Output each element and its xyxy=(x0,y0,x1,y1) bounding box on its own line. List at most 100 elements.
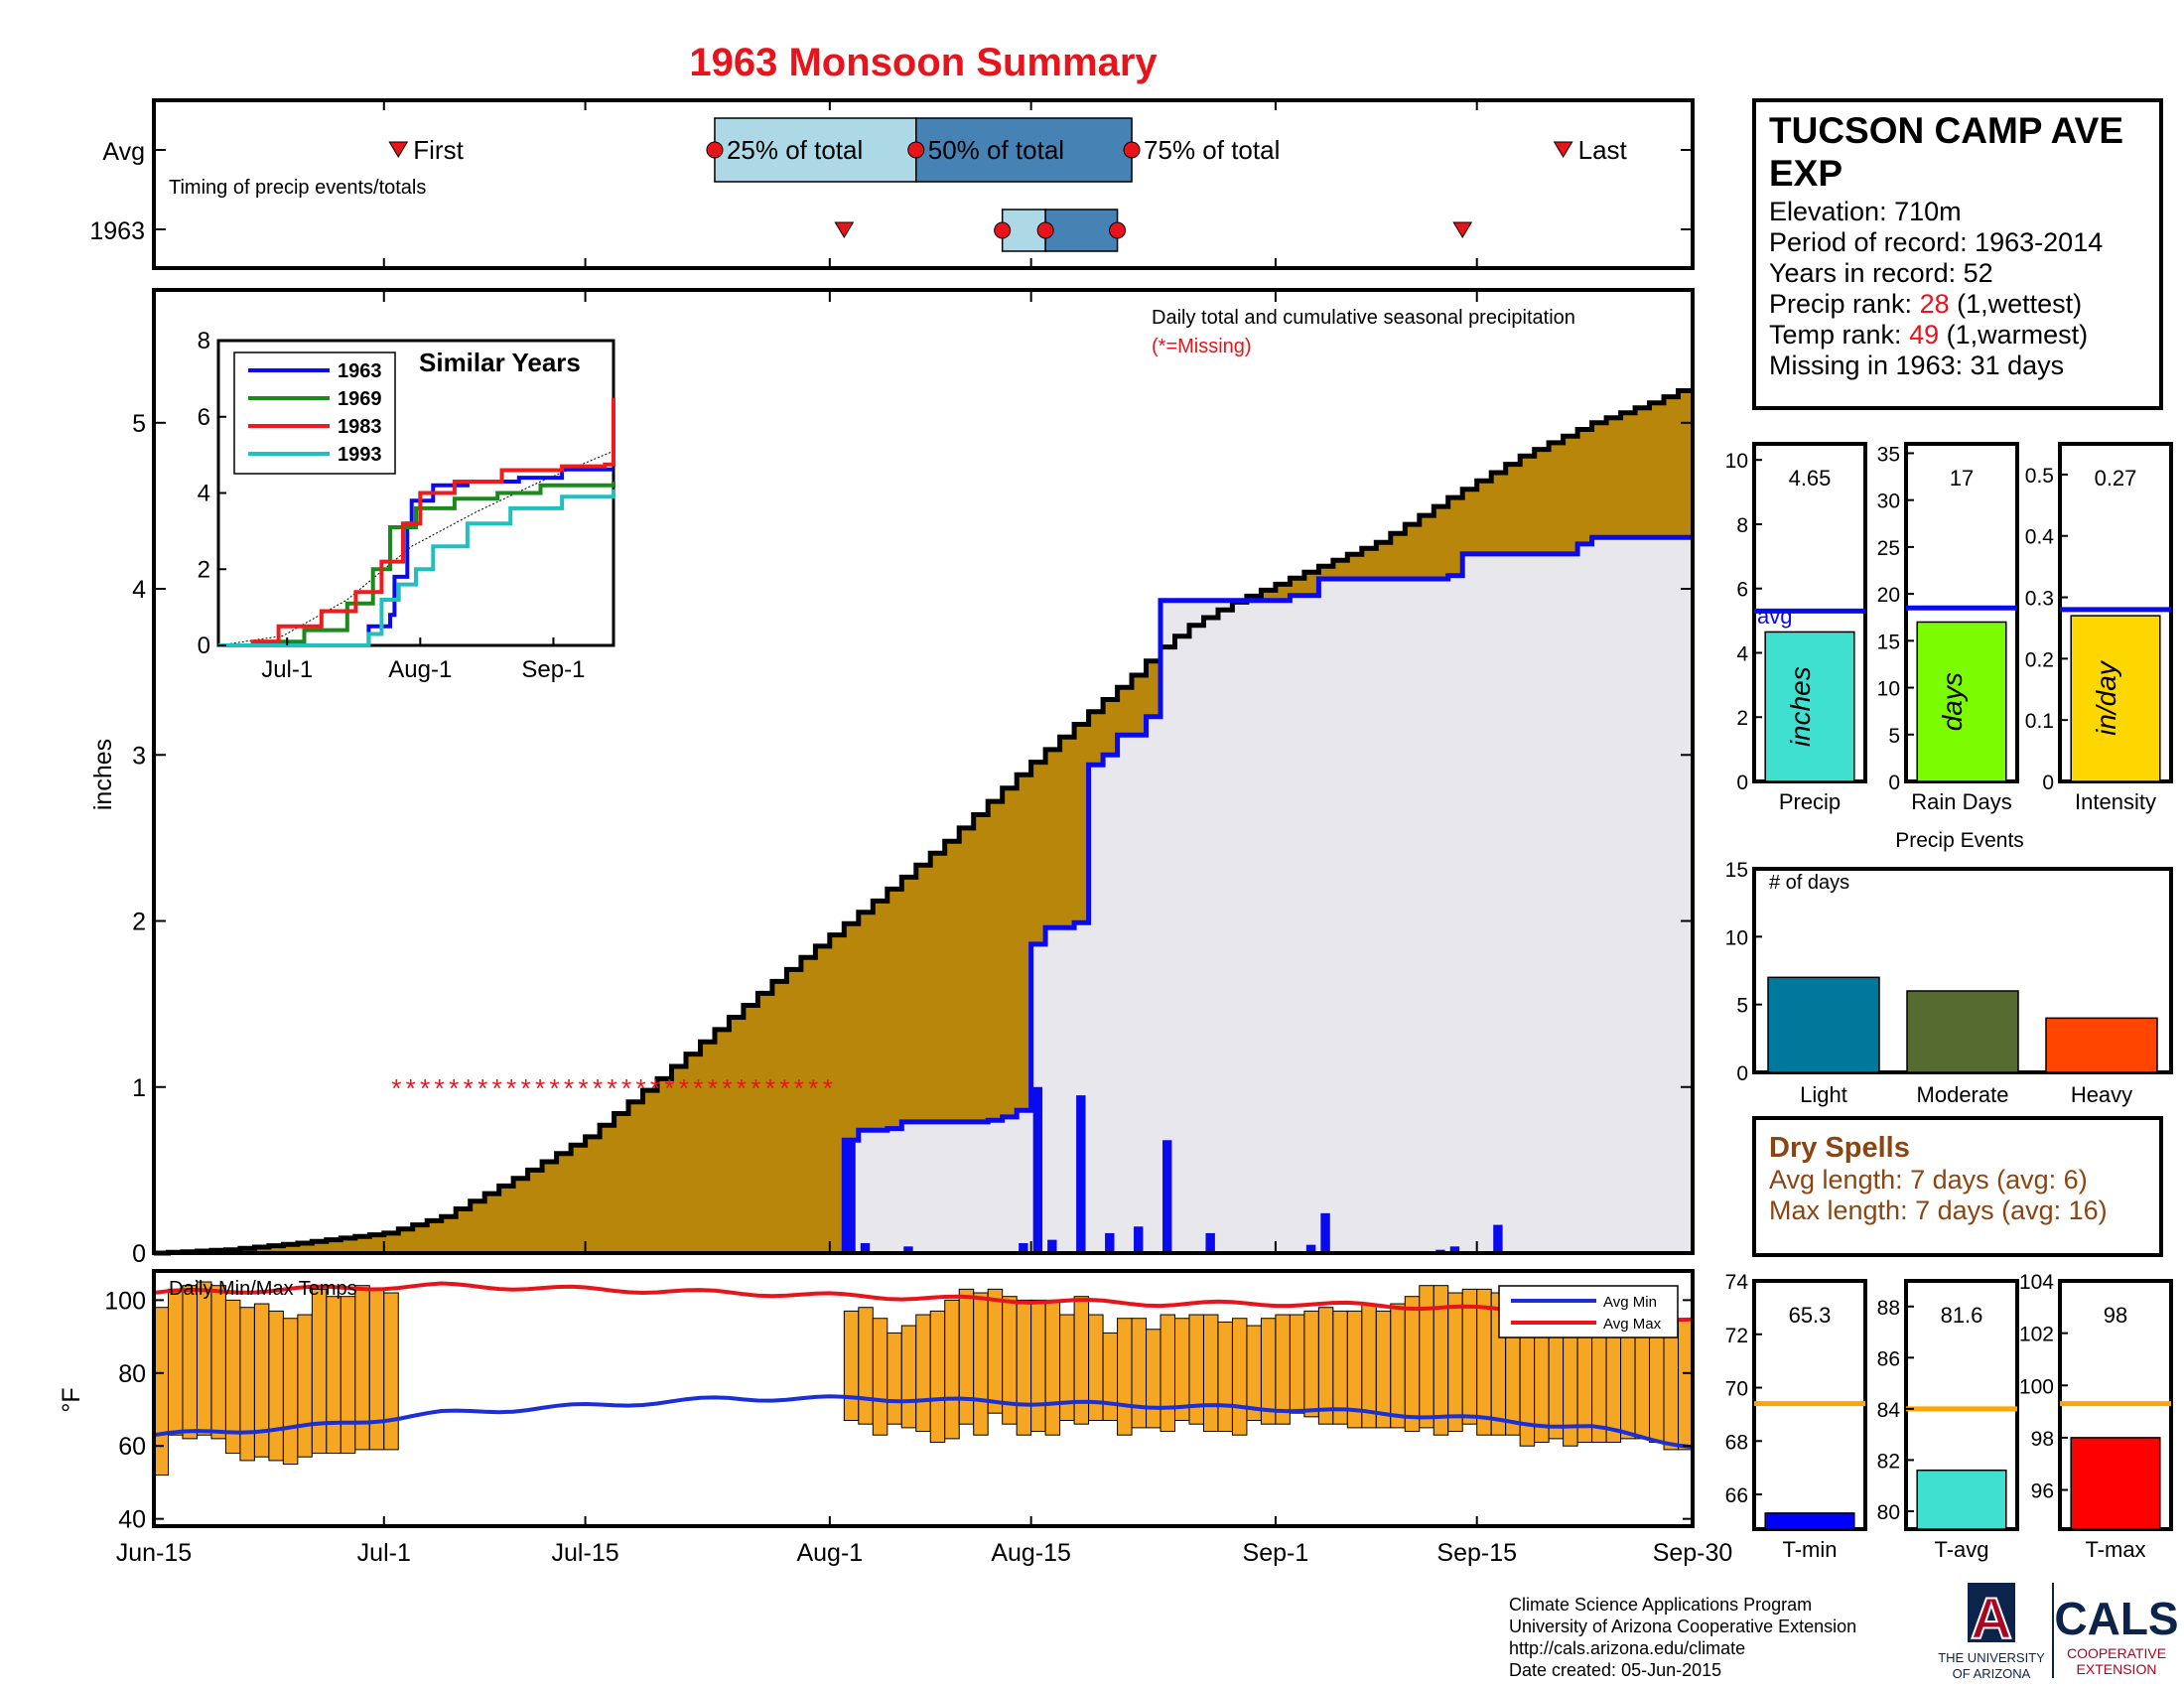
intensity-unit-label: in/day xyxy=(2091,659,2121,736)
timing-avg-q25-marker xyxy=(706,141,724,159)
precip-events-category-label: Moderate xyxy=(1917,1082,2009,1107)
missing-day-marker: * xyxy=(823,1073,833,1103)
timing-year-last-marker xyxy=(1452,221,1473,238)
avg-min-line xyxy=(153,1394,1694,1450)
main-y-axis-label: inches xyxy=(89,739,117,810)
timing-row-avg-label: Avg xyxy=(102,138,145,166)
daily-precip-bar xyxy=(1076,1095,1086,1253)
rain-days-y-tick-label: 20 xyxy=(1877,584,1900,607)
daily-temp-bar xyxy=(929,1310,946,1444)
precip-events-ylabel: # of days xyxy=(1769,872,1849,894)
timing-avg-q50-marker xyxy=(907,141,925,159)
rain-days-y-tick-label: 0 xyxy=(1888,772,1900,794)
missing-day-marker: * xyxy=(808,1073,818,1103)
ua-logo-line1: THE UNIVERSITY xyxy=(1938,1650,2045,1665)
similar-years-inset: 0 2 4 6 8 Jul-1 Aug-1 Sep-1 1963 1969 1983 1993 Simi… xyxy=(198,328,615,683)
timing-year-first-marker xyxy=(834,221,855,238)
timing-label-q25: 25% of total xyxy=(727,135,863,165)
station-period: Period of record: 1963-2014 xyxy=(1769,227,2103,257)
inset-legend-label: 1969 xyxy=(338,388,382,410)
daily-temp-bar xyxy=(1030,1299,1046,1433)
daily-temp-bar xyxy=(1131,1318,1148,1429)
missing-day-marker: * xyxy=(564,1073,574,1103)
missing-day-marker: * xyxy=(708,1073,718,1103)
precip-events-y-tick-label: 15 xyxy=(1725,859,1748,882)
station-name-line2: EXP xyxy=(1769,153,1843,194)
rain-days-value-label: 17 xyxy=(1950,466,1974,491)
temps-legend-max-label: Avg Max xyxy=(1603,1316,1662,1333)
timing-label-q75: 75% of total xyxy=(1144,135,1280,165)
temps-y-tick-label: 40 xyxy=(118,1506,146,1534)
x-tick-label: Sep-1 xyxy=(1243,1539,1309,1567)
daily-temp-bar xyxy=(268,1310,284,1462)
temps-frame xyxy=(152,1269,1695,1528)
x-tick-label: Aug-15 xyxy=(991,1539,1071,1567)
missing-day-marker: * xyxy=(621,1073,631,1103)
station-name-line1: TUCSON CAMP AVE xyxy=(1769,110,2123,151)
t-min-y-tick-label: 68 xyxy=(1725,1431,1748,1454)
t-avg-y-tick-label: 82 xyxy=(1877,1450,1900,1473)
inset-legend-label: 1983 xyxy=(338,416,382,438)
daily-temp-bar xyxy=(1044,1299,1061,1436)
t-avg-title: T-avg xyxy=(1934,1537,1988,1562)
daily-temp-bar xyxy=(1461,1288,1478,1425)
precip-events-y-tick-label: 0 xyxy=(1736,1062,1748,1085)
t-avg-value-label: 81.6 xyxy=(1941,1303,1983,1328)
timing-label-last: Last xyxy=(1578,135,1628,165)
main-y-tick-label: 1 xyxy=(132,1074,146,1102)
avg-cumulative-line xyxy=(154,388,1693,1256)
main-y-tick-label: 4 xyxy=(132,576,146,604)
missing-day-marker: * xyxy=(492,1073,502,1103)
missing-day-marker: * xyxy=(737,1073,747,1103)
daily-temp-bar xyxy=(1317,1307,1334,1425)
dry-spells-max: Max length: 7 days (avg: 16) xyxy=(1769,1196,2108,1225)
intensity-y-tick-label: 0.5 xyxy=(2025,465,2054,488)
main-chart-frame xyxy=(152,288,1695,1255)
missing-day-marker: * xyxy=(679,1073,689,1103)
daily-precip-bar xyxy=(1019,1242,1028,1253)
missing-day-marker: * xyxy=(449,1073,459,1103)
inset-x-tick-label: Aug-1 xyxy=(388,656,452,683)
precip-events-y-tick-label: 10 xyxy=(1725,926,1748,949)
intensity-value-label: 0.27 xyxy=(2095,466,2137,491)
daily-temp-bar xyxy=(368,1288,385,1451)
year-cumulative-line xyxy=(841,534,1693,1253)
missing-day-marker: * xyxy=(420,1073,430,1103)
t-avg-bar xyxy=(1916,1469,2007,1530)
t-avg-y-tick-label: 80 xyxy=(1877,1501,1900,1524)
t-max-y-tick-label: 100 xyxy=(2019,1375,2054,1398)
missing-day-marker: * xyxy=(794,1073,804,1103)
missing-day-marker: * xyxy=(635,1073,645,1103)
missing-day-marker: * xyxy=(664,1073,674,1103)
x-tick-label: Sep-30 xyxy=(1653,1539,1733,1567)
daily-temp-bar xyxy=(311,1288,328,1455)
daily-temp-bar xyxy=(1332,1310,1348,1425)
daily-precip-bar xyxy=(1205,1232,1215,1253)
missing-day-marker: * xyxy=(391,1073,401,1103)
precip-events-panel: Precip Events # of days Light Moderate Hea… xyxy=(1725,829,2173,1107)
daily-temp-bar xyxy=(1678,1318,1694,1451)
inset-legend-label: 1963 xyxy=(338,360,382,382)
inset-avg-line xyxy=(217,450,614,646)
precip-y-tick-label: 0 xyxy=(1736,772,1748,794)
daily-precip-bar xyxy=(1134,1226,1144,1253)
precip-y-tick-label: 8 xyxy=(1736,514,1748,537)
intensity-y-tick-label: 0.3 xyxy=(2025,588,2054,611)
t-min-title: T-min xyxy=(1783,1537,1838,1562)
inset-series-line-1983 xyxy=(218,397,615,647)
precip-value-label: 4.65 xyxy=(1789,466,1832,491)
station-box-frame xyxy=(1752,98,2163,410)
footer-credits: Climate Science Applications Program Uni… xyxy=(1509,1583,2179,1681)
daily-temp-bar xyxy=(843,1310,860,1422)
missing-day-marker: * xyxy=(593,1073,603,1103)
precip-events-bar-moderate xyxy=(1906,990,2019,1073)
t-max-y-tick-label: 96 xyxy=(2031,1480,2054,1503)
daily-temp-bar xyxy=(1663,1321,1680,1451)
intensity-y-tick-label: 0.4 xyxy=(2025,526,2055,549)
t-avg-y-tick-label: 86 xyxy=(1877,1347,1900,1370)
temp-rank-note: (1,warmest) xyxy=(1939,320,2088,350)
inset-x-tick-label: Jul-1 xyxy=(261,656,313,683)
precip-y-tick-label: 4 xyxy=(1736,642,1748,665)
daily-precip-bar xyxy=(1047,1239,1057,1253)
